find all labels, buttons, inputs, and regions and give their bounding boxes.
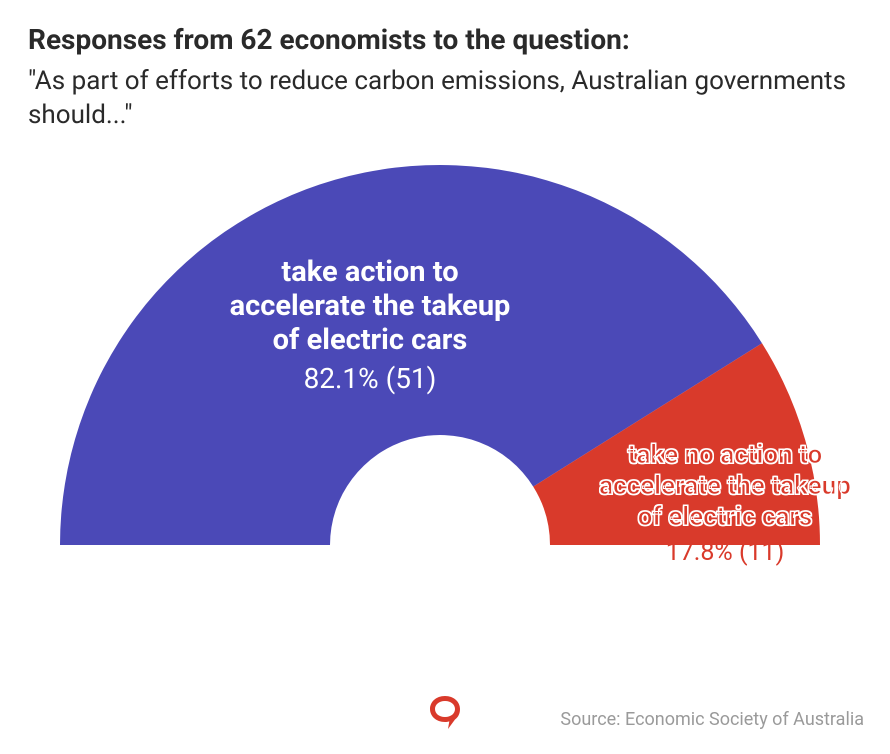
chart-footer: Source: Economic Society of Australia — [0, 696, 890, 736]
donut-chart: take action to accelerate the takeup of … — [0, 145, 890, 705]
slice-label-line: of electric cars — [638, 502, 813, 532]
chart-header: Responses from 62 economists to the ques… — [0, 0, 890, 133]
slice-label-line: accelerate the takeup — [599, 471, 851, 501]
source-credit: Source: Economic Society of Australia — [560, 709, 864, 730]
speech-bubble-icon — [424, 690, 466, 736]
chart-title: Responses from 62 economists to the ques… — [28, 22, 862, 57]
slice-label-line: accelerate the takeup — [230, 289, 511, 323]
chart-subtitle: "As part of efforts to reduce carbon emi… — [28, 65, 862, 133]
slice-label-line: take action to — [281, 255, 458, 289]
slice-label-line: take no action to — [628, 440, 823, 470]
slice-value: 82.1% (51) — [185, 362, 555, 395]
slice-value: 17.8% (11) — [575, 538, 875, 567]
slice-label-line: of electric cars — [273, 323, 468, 357]
slice-label-take-no-action: take no action to accelerate the takeup … — [575, 440, 875, 567]
slice-label-take-action: take action to accelerate the takeup of … — [185, 255, 555, 395]
